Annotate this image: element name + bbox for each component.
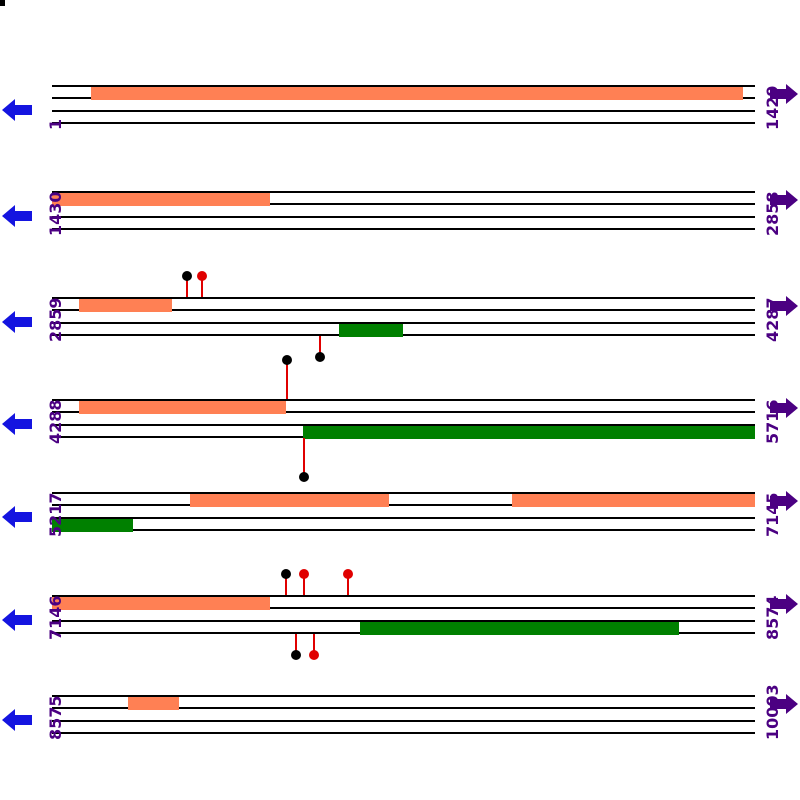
reading-frame-line [52, 720, 755, 722]
reading-frame-line [52, 191, 755, 193]
site-marker-up[interactable] [343, 569, 353, 595]
reverse-orf-bar[interactable] [303, 426, 755, 439]
reading-frame-line [52, 517, 755, 519]
forward-strand-arrow-icon[interactable] [770, 83, 798, 105]
site-marker-head-red-icon [309, 650, 319, 660]
site-marker-head-red-icon [197, 271, 207, 281]
reading-frame-line [52, 85, 755, 87]
reading-frame-line [52, 732, 755, 734]
reverse-orf-bar[interactable] [339, 324, 403, 337]
site-marker-head-black-icon [291, 650, 301, 660]
reading-frame-line [52, 620, 755, 622]
forward-strand-arrow-icon[interactable] [770, 490, 798, 512]
reading-frame-line [52, 492, 755, 494]
site-marker-head-red-icon [343, 569, 353, 579]
row-start-coordinate: 5217 [46, 492, 65, 537]
reading-frame-line [52, 695, 755, 697]
site-marker-up[interactable] [197, 271, 207, 297]
reverse-strand-arrow-icon[interactable] [2, 608, 32, 632]
reading-frame-line [52, 504, 755, 506]
reading-frame-line [52, 122, 755, 124]
reading-frame-line [52, 529, 755, 531]
reading-frame-line [52, 110, 755, 112]
forward-orf-bar[interactable] [52, 597, 270, 610]
reading-frame-line [52, 607, 755, 609]
forward-orf-bar[interactable] [190, 494, 389, 507]
forward-strand-arrow-icon[interactable] [770, 295, 798, 317]
forward-strand-arrow-icon[interactable] [770, 693, 798, 715]
reading-frame-line [52, 309, 755, 311]
reverse-strand-arrow-icon[interactable] [2, 412, 32, 436]
reverse-strand-arrow-icon[interactable] [2, 310, 32, 334]
reverse-strand-arrow-icon[interactable] [2, 204, 32, 228]
forward-orf-bar[interactable] [512, 494, 755, 507]
forward-strand-arrow-icon[interactable] [770, 189, 798, 211]
corner-marker [0, 0, 5, 6]
reverse-strand-arrow-icon[interactable] [2, 98, 32, 122]
forward-strand-arrow-icon[interactable] [770, 593, 798, 615]
forward-orf-bar[interactable] [79, 401, 286, 414]
reading-frame-line [52, 424, 755, 426]
row-start-coordinate: 4288 [46, 399, 65, 444]
reverse-orf-bar[interactable] [360, 622, 679, 635]
site-marker-down[interactable] [309, 634, 319, 660]
site-marker-down[interactable] [315, 336, 325, 362]
row-start-coordinate: 1430 [46, 191, 65, 236]
site-marker-down[interactable] [291, 634, 301, 660]
row-start-coordinate: 8575 [46, 695, 65, 740]
site-marker-head-black-icon [315, 352, 325, 362]
forward-orf-bar[interactable] [91, 87, 743, 100]
site-marker-head-black-icon [182, 271, 192, 281]
site-marker-head-black-icon [299, 472, 309, 482]
forward-strand-arrow-icon[interactable] [770, 397, 798, 419]
reverse-strand-arrow-icon[interactable] [2, 708, 32, 732]
site-marker-down[interactable] [299, 438, 309, 482]
reading-frame-line [52, 399, 755, 401]
row-start-coordinate: 1 [46, 118, 65, 130]
reverse-orf-bar[interactable] [52, 519, 133, 532]
forward-orf-bar[interactable] [79, 299, 172, 312]
reverse-strand-arrow-icon[interactable] [2, 505, 32, 529]
row-start-coordinate: 2859 [46, 297, 65, 342]
reading-frame-line [52, 228, 755, 230]
reading-frame-line [52, 595, 755, 597]
site-marker-head-black-icon [281, 569, 291, 579]
reading-frame-line [52, 334, 755, 336]
reading-frame-line [52, 707, 755, 709]
row-start-coordinate: 7146 [46, 595, 65, 640]
reading-frame-line [52, 297, 755, 299]
reading-frame-line [52, 203, 755, 205]
site-marker-up[interactable] [182, 271, 192, 297]
reading-frame-line [52, 411, 755, 413]
site-marker-up[interactable] [282, 355, 292, 399]
site-marker-up[interactable] [299, 569, 309, 595]
site-marker-up[interactable] [281, 569, 291, 595]
reading-frame-line [52, 216, 755, 218]
reading-frame-line [52, 322, 755, 324]
site-marker-head-black-icon [282, 355, 292, 365]
forward-orf-bar[interactable] [128, 697, 179, 710]
forward-orf-bar[interactable] [52, 193, 270, 206]
site-marker-head-red-icon [299, 569, 309, 579]
